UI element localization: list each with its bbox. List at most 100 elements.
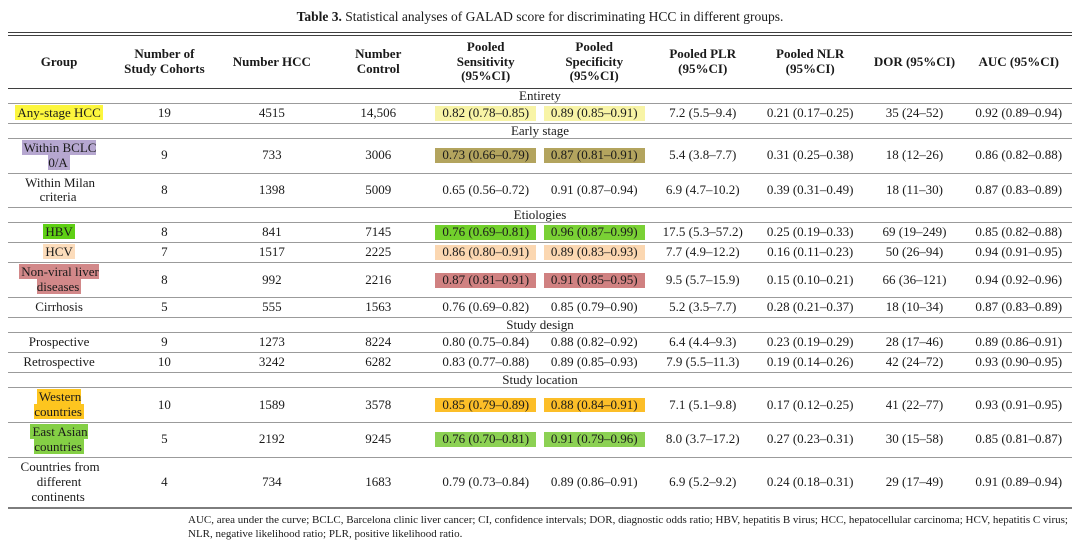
highlighted-value: 0.82 (0.78–0.85) bbox=[435, 105, 537, 121]
highlighted-value: 0.88 (0.84–0.91) bbox=[543, 397, 645, 413]
cell-control: 1683 bbox=[365, 473, 392, 489]
cell-nlr: 0.19 (0.14–0.26) bbox=[766, 354, 854, 370]
section-label: Study location bbox=[502, 372, 578, 388]
table-row: Any-stage HCC 19 4515 14,506 0.82 (0.78–0.85… bbox=[8, 103, 1072, 124]
cell-group: HCV bbox=[8, 243, 110, 263]
cell-specificity: 0.89 (0.85–0.93) bbox=[550, 354, 638, 370]
cell-cohorts: 5 bbox=[161, 299, 168, 315]
column-header: Pooled Specificity (95%CI) bbox=[565, 39, 624, 84]
cell-group: Within Milan criteria bbox=[8, 173, 110, 208]
cell-nlr: 0.24 (0.18–0.31) bbox=[766, 473, 854, 489]
cell-group: Non-viral liver diseases bbox=[8, 263, 110, 298]
cell-cohorts: 7 bbox=[161, 244, 168, 260]
cell-nlr: 0.15 (0.10–0.21) bbox=[766, 271, 854, 287]
column-header: Number of Study Cohorts bbox=[124, 46, 205, 76]
group-label: Countries from different continents bbox=[20, 458, 100, 504]
cell-cohorts: 4 bbox=[161, 473, 168, 489]
cell-specificity: 0.85 (0.79–0.90) bbox=[550, 299, 638, 315]
cell-control: 2216 bbox=[365, 271, 392, 287]
cell-sensitivity: 0.76 (0.69–0.81) bbox=[431, 223, 540, 243]
group-label: HBV bbox=[43, 224, 75, 240]
cell-sensitivity: 0.85 (0.79–0.89) bbox=[431, 388, 540, 423]
highlighted-value: 0.73 (0.66–0.79) bbox=[435, 147, 537, 164]
table-row: HBV 8 841 7145 0.76 (0.69–0.81) 0.96 (0.87–0.… bbox=[8, 223, 1072, 243]
section-row: Study design bbox=[8, 318, 1072, 333]
cell-hcc: 1517 bbox=[258, 244, 285, 260]
cell-dor: 42 (24–72) bbox=[885, 354, 944, 370]
cell-control: 7145 bbox=[365, 224, 392, 240]
highlighted-value: 0.89 (0.83–0.93) bbox=[543, 244, 645, 261]
section-label: Entirety bbox=[519, 87, 561, 103]
cell-sensitivity: 0.76 (0.69–0.82) bbox=[442, 299, 530, 315]
section-row: Early stage bbox=[8, 122, 1072, 139]
cell-nlr: 0.39 (0.31–0.49) bbox=[766, 181, 854, 197]
cell-plr: 6.9 (4.7–10.2) bbox=[665, 181, 740, 197]
cell-hcc: 555 bbox=[262, 299, 282, 315]
cell-sensitivity: 0.82 (0.78–0.85) bbox=[431, 103, 540, 123]
cell-hcc: 1589 bbox=[258, 396, 285, 412]
table-row: Cirrhosis 5 555 1563 0.76 (0.69–0.82) 0.85 (0… bbox=[8, 298, 1072, 318]
cell-plr: 7.2 (5.5–9.4) bbox=[669, 104, 737, 120]
group-label: Any-stage HCC bbox=[15, 104, 103, 120]
highlighted-value: 0.76 (0.69–0.81) bbox=[435, 224, 537, 241]
cell-plr: 5.2 (3.5–7.7) bbox=[669, 299, 737, 315]
cell-hcc: 734 bbox=[262, 473, 282, 489]
group-label: HCV bbox=[43, 244, 75, 260]
cell-group: Western countries bbox=[8, 388, 110, 423]
cell-auc: 0.93 (0.90–0.95) bbox=[975, 354, 1063, 370]
cell-plr: 6.4 (4.4–9.3) bbox=[669, 334, 737, 350]
cell-sensitivity: 0.86 (0.80–0.91) bbox=[431, 243, 540, 263]
cell-auc: 0.92 (0.89–0.94) bbox=[975, 104, 1063, 120]
cell-hcc: 1398 bbox=[258, 181, 285, 197]
table-row: East Asian countries 5 2192 9245 0.76 (0.70–… bbox=[8, 422, 1072, 458]
cell-plr: 7.7 (4.9–12.2) bbox=[665, 244, 740, 260]
cell-cohorts: 5 bbox=[161, 431, 168, 447]
cell-sensitivity: 0.73 (0.66–0.79) bbox=[431, 138, 540, 173]
cell-dor: 30 (15–58) bbox=[885, 431, 944, 447]
cell-specificity: 0.89 (0.83–0.93) bbox=[540, 243, 649, 263]
cell-auc: 0.94 (0.91–0.95) bbox=[975, 244, 1063, 260]
cell-control: 1563 bbox=[365, 299, 392, 315]
cell-auc: 0.91 (0.89–0.94) bbox=[975, 473, 1063, 489]
cell-auc: 0.87 (0.83–0.89) bbox=[975, 181, 1063, 197]
cell-auc: 0.86 (0.82–0.88) bbox=[975, 147, 1063, 163]
cell-specificity: 0.89 (0.86–0.91) bbox=[550, 473, 638, 489]
cell-hcc: 733 bbox=[262, 147, 282, 163]
cell-cohorts: 9 bbox=[161, 334, 168, 350]
group-label: Cirrhosis bbox=[35, 299, 83, 315]
cell-control: 8224 bbox=[365, 334, 392, 350]
cell-specificity: 0.91 (0.85–0.95) bbox=[540, 263, 649, 298]
cell-group: Any-stage HCC bbox=[8, 103, 110, 123]
section-row: Etiologies bbox=[8, 208, 1072, 223]
header-row: Group Number of Study Cohorts Number HCC Num… bbox=[8, 36, 1072, 89]
cell-cohorts: 8 bbox=[161, 224, 168, 240]
cell-auc: 0.89 (0.86–0.91) bbox=[975, 334, 1063, 350]
cell-nlr: 0.28 (0.21–0.37) bbox=[766, 299, 854, 315]
cell-nlr: 0.27 (0.23–0.31) bbox=[766, 431, 854, 447]
cell-control: 14,506 bbox=[360, 104, 397, 120]
cell-dor: 35 (24–52) bbox=[885, 104, 944, 120]
cell-control: 3006 bbox=[365, 147, 392, 163]
cell-control: 9245 bbox=[365, 431, 392, 447]
cell-plr: 6.9 (5.2–9.2) bbox=[669, 473, 737, 489]
cell-nlr: 0.17 (0.12–0.25) bbox=[766, 396, 854, 412]
section-row: Entirety bbox=[8, 87, 1072, 104]
cell-cohorts: 9 bbox=[161, 147, 168, 163]
cell-hcc: 3242 bbox=[258, 354, 285, 370]
cell-dor: 41 (22–77) bbox=[885, 396, 944, 412]
cell-plr: 7.9 (5.5–11.3) bbox=[666, 354, 740, 370]
cell-nlr: 0.16 (0.11–0.23) bbox=[767, 244, 854, 260]
cell-nlr: 0.23 (0.19–0.29) bbox=[766, 334, 854, 350]
cell-auc: 0.87 (0.83–0.89) bbox=[975, 299, 1063, 315]
cell-group: HBV bbox=[8, 223, 110, 243]
section-label: Early stage bbox=[510, 122, 570, 138]
group-label: Prospective bbox=[28, 334, 90, 350]
cell-dor: 29 (17–49) bbox=[885, 473, 944, 489]
cell-group: Within BCLC 0/A bbox=[8, 138, 110, 173]
table-body: Entirety Any-stage HCC 19 4515 14,506 0.82 (0… bbox=[8, 88, 1072, 507]
galad-statistics-table: Group Number of Study Cohorts Number HCC Num… bbox=[8, 35, 1072, 509]
cell-nlr: 0.31 (0.25–0.38) bbox=[766, 147, 854, 163]
cell-dor: 18 (10–34) bbox=[885, 299, 944, 315]
cell-specificity: 0.91 (0.79–0.96) bbox=[540, 422, 649, 457]
cell-cohorts: 10 bbox=[157, 354, 171, 370]
